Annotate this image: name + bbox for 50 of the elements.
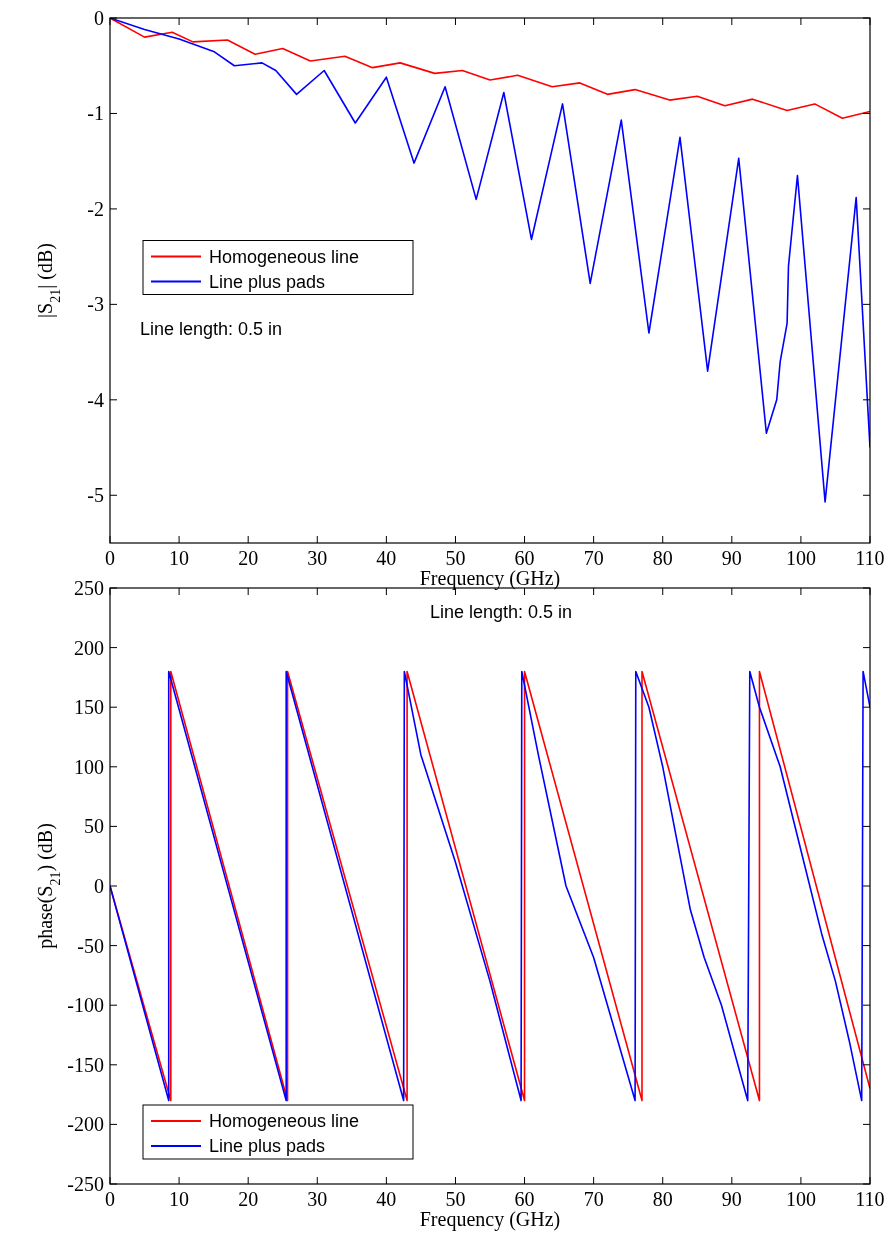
y-tick-label: 0 <box>94 7 104 29</box>
x-tick-label: 60 <box>514 1188 535 1210</box>
y-tick-label: -250 <box>67 1173 104 1195</box>
x-tick-label: 10 <box>169 1188 190 1210</box>
y-tick-label: -150 <box>67 1053 104 1076</box>
y-tick-label: -1 <box>87 102 104 125</box>
y-tick-label: -4 <box>87 388 104 411</box>
y-tick-label: -2 <box>87 197 104 220</box>
line-series <box>110 18 870 120</box>
x-tick-label: 110 <box>855 1188 885 1210</box>
x-tick-label: 110 <box>855 547 885 569</box>
legend-label: Homogeneous line <box>209 246 360 267</box>
y-tick-label: 0 <box>94 875 104 897</box>
legend-label: Line plus pads <box>209 271 326 292</box>
x-axis-title: Frequency (GHz) <box>419 567 561 590</box>
legend-label: Line plus pads <box>209 1136 326 1156</box>
y-tick-label: -5 <box>87 484 104 507</box>
line-series <box>110 18 870 503</box>
x-tick-label: 80 <box>652 547 673 569</box>
y-tick-label: 250 <box>74 577 104 599</box>
y-tick-label: 150 <box>74 696 104 719</box>
y-tick-label: 100 <box>74 755 104 778</box>
x-tick-label: 20 <box>238 1188 259 1210</box>
x-tick-label: 80 <box>652 1188 673 1210</box>
x-axis-title: Frequency (GHz) <box>419 1208 561 1231</box>
line-series <box>110 670 870 1102</box>
y-tick-label: -100 <box>67 994 104 1017</box>
y-tick-label: -50 <box>77 934 104 957</box>
y-tick-label: 200 <box>74 636 104 659</box>
x-tick-label: 20 <box>238 547 259 569</box>
x-tick-label: 40 <box>376 547 397 569</box>
x-tick-label: 100 <box>785 1188 816 1210</box>
x-tick-label: 70 <box>583 547 604 569</box>
x-tick-label: 30 <box>307 547 328 569</box>
x-tick-label: 90 <box>721 547 742 569</box>
x-tick-label: 40 <box>376 1188 397 1210</box>
x-tick-label: 90 <box>721 1188 742 1210</box>
annotation: Line length: 0.5 in <box>430 602 573 622</box>
x-tick-label: 50 <box>445 1188 466 1210</box>
x-tick-label: 70 <box>583 1188 604 1210</box>
annotation: Line length: 0.5 in <box>140 318 283 339</box>
x-tick-label: 30 <box>307 1188 328 1210</box>
x-tick-label: 100 <box>785 547 816 569</box>
y-tick-label: 50 <box>84 815 104 838</box>
x-tick-label: 60 <box>514 547 535 569</box>
y-tick-label: -200 <box>67 1113 104 1136</box>
x-tick-label: 50 <box>445 547 466 569</box>
y-tick-label: -3 <box>87 293 104 316</box>
legend-label: Homogeneous line <box>209 1111 360 1131</box>
x-tick-label: 10 <box>169 547 190 569</box>
